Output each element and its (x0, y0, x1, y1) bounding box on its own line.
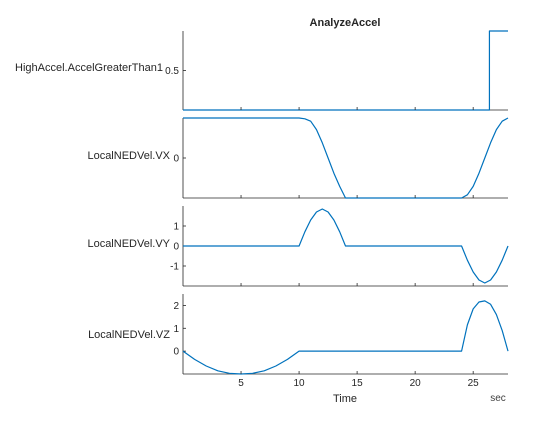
panels: 0.5HighAccel.AccelGreaterThan10LocalNEDV… (15, 30, 509, 389)
y-tick-label: 0 (173, 154, 179, 165)
series-line-2 (183, 117, 509, 199)
series-line-3 (183, 208, 509, 284)
x-tick-label: 15 (352, 378, 364, 389)
y-tick-label: 1 (173, 324, 179, 335)
x-tick-label: 5 (238, 378, 244, 389)
y-tick-label: 0 (173, 242, 179, 253)
y-tick-label: -1 (170, 262, 179, 273)
y-tick-label: 0.5 (165, 66, 179, 77)
x-axis-label: Time (333, 393, 357, 405)
x-tick-label: 20 (410, 378, 422, 389)
series-line-4 (182, 300, 509, 375)
x-tick-label: 25 (468, 378, 480, 389)
y-tick-label: 1 (173, 222, 179, 233)
y-axis-label-3: LocalNEDVel.VY (87, 238, 170, 250)
chart-title: AnalyzeAccel (310, 17, 381, 29)
y-axis-label-1: HighAccel.AccelGreaterThan1 (15, 62, 163, 74)
y-tick-label: 2 (173, 301, 179, 312)
x-tick-label: 10 (294, 378, 306, 389)
y-axis-label-2: LocalNEDVel.VX (87, 150, 170, 162)
y-axis-label-4: LocalNEDVel.VZ (88, 329, 170, 341)
x-axis-unit: sec (490, 393, 506, 404)
y-tick-label: 0 (173, 347, 179, 358)
series-line-1 (183, 30, 508, 111)
